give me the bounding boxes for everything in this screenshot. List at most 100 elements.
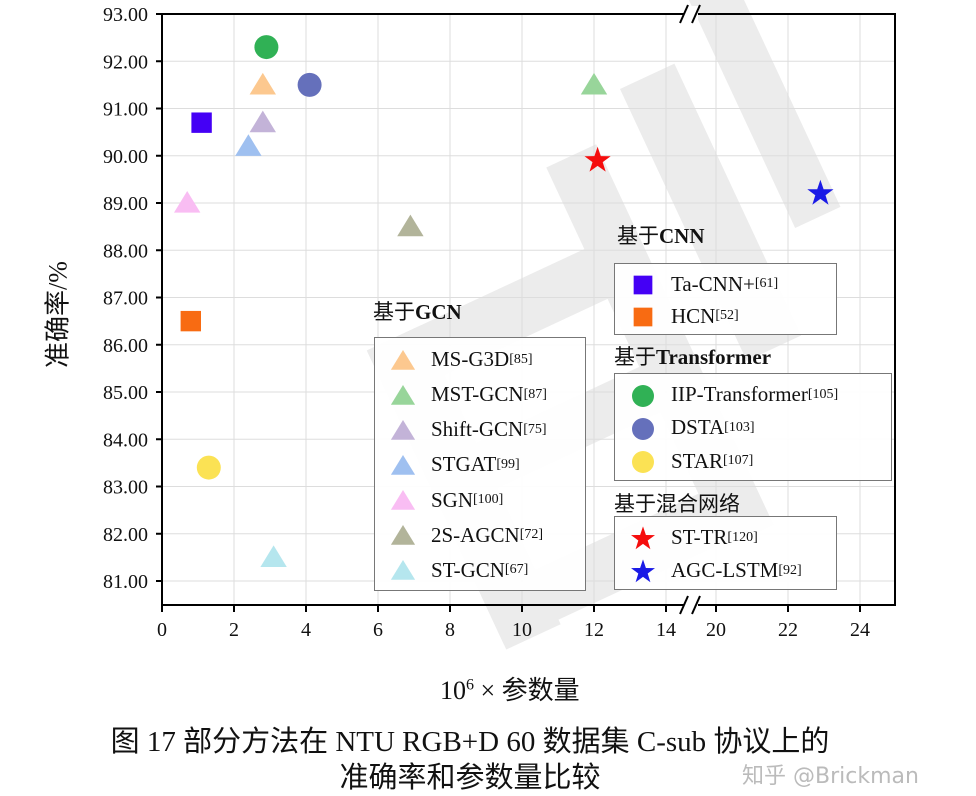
legend-title: 基于CNN xyxy=(617,220,705,250)
x-tick-label: 12 xyxy=(584,619,604,641)
legend-title-prefix: 基于 xyxy=(373,300,415,324)
legend-item: ST-TR [120] xyxy=(615,521,758,554)
data-point-st-tr xyxy=(584,146,611,172)
y-tick-label: 83.00 xyxy=(103,477,148,499)
data-point-stgat xyxy=(235,134,262,156)
x-tick-label: 6 xyxy=(373,619,383,641)
y-tick-label: 90.00 xyxy=(103,146,148,168)
y-tick-label: 86.00 xyxy=(103,335,148,357)
legend-label: HCN xyxy=(671,303,716,328)
x-tick-label: 8 xyxy=(445,619,455,641)
legend-box: MS-G3D [85] MST-GCN [87] Shift-GCN [75] STGAT[… xyxy=(374,337,586,591)
legend-marker xyxy=(631,558,655,582)
y-tick-label: 87.00 xyxy=(103,288,148,310)
data-point-ms-g3d xyxy=(249,72,276,95)
legend-marker xyxy=(390,384,416,405)
x-tick-label: 0 xyxy=(157,619,167,641)
legend-label: Ta-CNN+ xyxy=(671,271,755,296)
legend-ref: [75] xyxy=(523,421,547,437)
x-tick-label: 4 xyxy=(301,619,311,641)
triangle-marker-icon xyxy=(390,419,416,440)
legend-marker xyxy=(632,417,654,440)
y-tick-label: 81.00 xyxy=(103,571,148,593)
circle-marker-icon xyxy=(632,417,654,440)
y-tick-label: 84.00 xyxy=(103,429,148,451)
triangle-marker-icon xyxy=(390,525,416,546)
triangle-marker-icon xyxy=(390,454,416,475)
y-tick-label: 88.00 xyxy=(103,240,148,262)
legend-title: 基于混合网络 xyxy=(614,488,740,518)
legend-marker xyxy=(390,490,416,510)
triangle-marker-icon xyxy=(390,560,416,581)
star-marker-icon xyxy=(631,558,655,582)
legend-box: IIP-Transformer [105] DSTA [103] STAR [107] xyxy=(614,373,892,481)
y-tick-label: 82.00 xyxy=(103,524,148,546)
legend-marker xyxy=(390,349,416,370)
legend-ref: [120] xyxy=(727,529,758,545)
x-tick-label: 14 xyxy=(656,619,676,641)
legend-marker xyxy=(633,275,653,295)
legend-label: SGN xyxy=(431,487,474,512)
triangle-marker-icon xyxy=(390,349,416,370)
data-point-star xyxy=(196,455,221,480)
data-point-ta-cnn- xyxy=(191,112,212,133)
figure-caption-line2: 准确率和参数量比较 xyxy=(339,762,601,794)
legend-item: IIP-Transformer [105] xyxy=(615,378,838,411)
legend-item: HCN [52] xyxy=(615,300,739,332)
legend-title-bold: GCN xyxy=(415,300,462,324)
x-axis-label-text: × 参数量 xyxy=(474,676,580,705)
axis-break-mark xyxy=(691,595,701,615)
axis-break-mark xyxy=(691,4,701,24)
legend-item: STAR [107] xyxy=(615,445,753,478)
x-tick-label: 20 xyxy=(706,619,726,641)
legend-label: STAR xyxy=(671,448,723,473)
x-tick-label: 10 xyxy=(512,619,532,641)
legend-label: ST-GCN xyxy=(431,557,505,582)
y-tick-label: 93.00 xyxy=(103,4,148,26)
legend-item: STGAT [99] xyxy=(375,447,520,482)
legend-ref: [105] xyxy=(807,386,839,402)
legend-label: Shift-GCN xyxy=(431,417,524,442)
legend-marker xyxy=(390,525,416,546)
data-point-iip-transformer xyxy=(254,35,279,60)
square-marker-icon xyxy=(633,307,653,327)
x-tick-label: 24 xyxy=(850,619,870,641)
data-point-mst-gcn xyxy=(580,72,608,95)
legend-title-prefix: 基于混合网络 xyxy=(614,492,740,516)
legend-label: IIP-Transformer xyxy=(671,382,808,407)
legend-item: MST-GCN [87] xyxy=(375,377,547,412)
x-tick-label: 22 xyxy=(778,619,798,641)
legend-title-bold: CNN xyxy=(659,224,705,248)
watermark-stroke xyxy=(685,0,841,228)
x-axis-label-exponent: 6 xyxy=(466,676,474,694)
legend-item: Ta-CNN+ [61] xyxy=(615,268,778,300)
legend-item: AGC-LSTM [92] xyxy=(615,554,802,587)
legend-marker xyxy=(390,454,416,475)
legend-ref: [100] xyxy=(473,492,504,508)
legend-title-bold: Transformer xyxy=(656,345,772,369)
legend-item: MS-G3D [85] xyxy=(375,342,533,377)
figure-caption-line1: 图 17 部分方法在 NTU RGB+D 60 数据集 C-sub 协议上的 xyxy=(110,726,830,758)
legend-marker xyxy=(631,525,655,549)
data-point-hcn xyxy=(180,310,201,332)
legend-ref: [99] xyxy=(496,456,520,472)
plot-frame xyxy=(161,13,896,606)
data-point-sgn xyxy=(174,191,201,213)
legend-marker xyxy=(390,419,416,440)
data-point-st-gcn xyxy=(260,545,287,567)
legend-item: 2S-AGCN [72] xyxy=(375,518,543,553)
triangle-marker-icon xyxy=(390,490,416,510)
x-tick-label: 2 xyxy=(229,619,239,641)
x-axis-label-base: 10 xyxy=(440,676,466,705)
legend-marker xyxy=(390,560,416,581)
y-tick-label: 89.00 xyxy=(103,193,148,215)
legend-label: 2S-AGCN xyxy=(431,522,520,547)
data-point-shift-gcn xyxy=(249,110,276,133)
legend-ref: [72] xyxy=(519,527,544,543)
legend-ref: [107] xyxy=(723,453,754,469)
legend-ref: [87] xyxy=(523,386,547,402)
legend-title: 基于GCN xyxy=(373,296,462,326)
data-point-agc-lstm xyxy=(807,179,834,205)
legend-label: MST-GCN xyxy=(431,382,524,407)
star-marker-icon xyxy=(631,525,655,549)
